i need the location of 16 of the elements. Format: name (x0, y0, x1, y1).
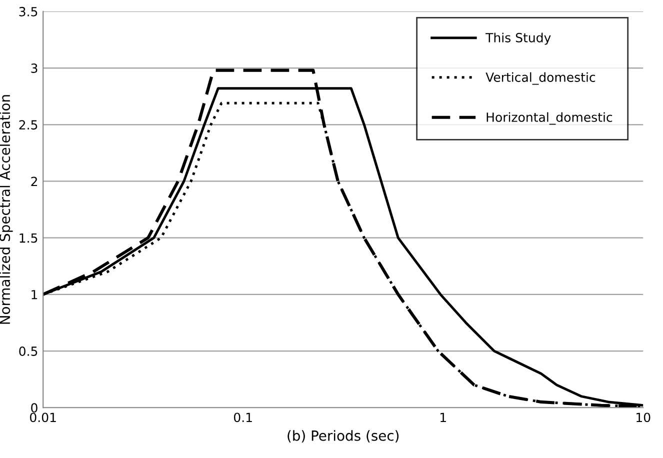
legend-label: Vertical_domestic (486, 72, 596, 85)
x-axis-title: (b) Periods (sec) (288, 430, 399, 443)
x-tick-label: 0.1 (234, 412, 252, 422)
y-tick-label: 3 (31, 64, 38, 73)
x-tick-label: 1 (440, 412, 446, 422)
y-tick-label: 0 (31, 403, 38, 413)
y-tick-label: 1.5 (20, 233, 38, 243)
legend-label: This Study (486, 32, 551, 45)
y-tick-label: 2 (31, 176, 37, 186)
x-tick-label: 10 (636, 412, 650, 422)
legend-label: Horizontal_domestic (486, 112, 612, 125)
y-tick-label: 2.5 (19, 120, 38, 130)
y-tick-label: 3.5 (19, 6, 38, 16)
x-tick-label: 0.01 (30, 412, 56, 422)
y-tick-label: 1 (32, 290, 38, 300)
y-tick-label: 0.5 (19, 346, 38, 356)
